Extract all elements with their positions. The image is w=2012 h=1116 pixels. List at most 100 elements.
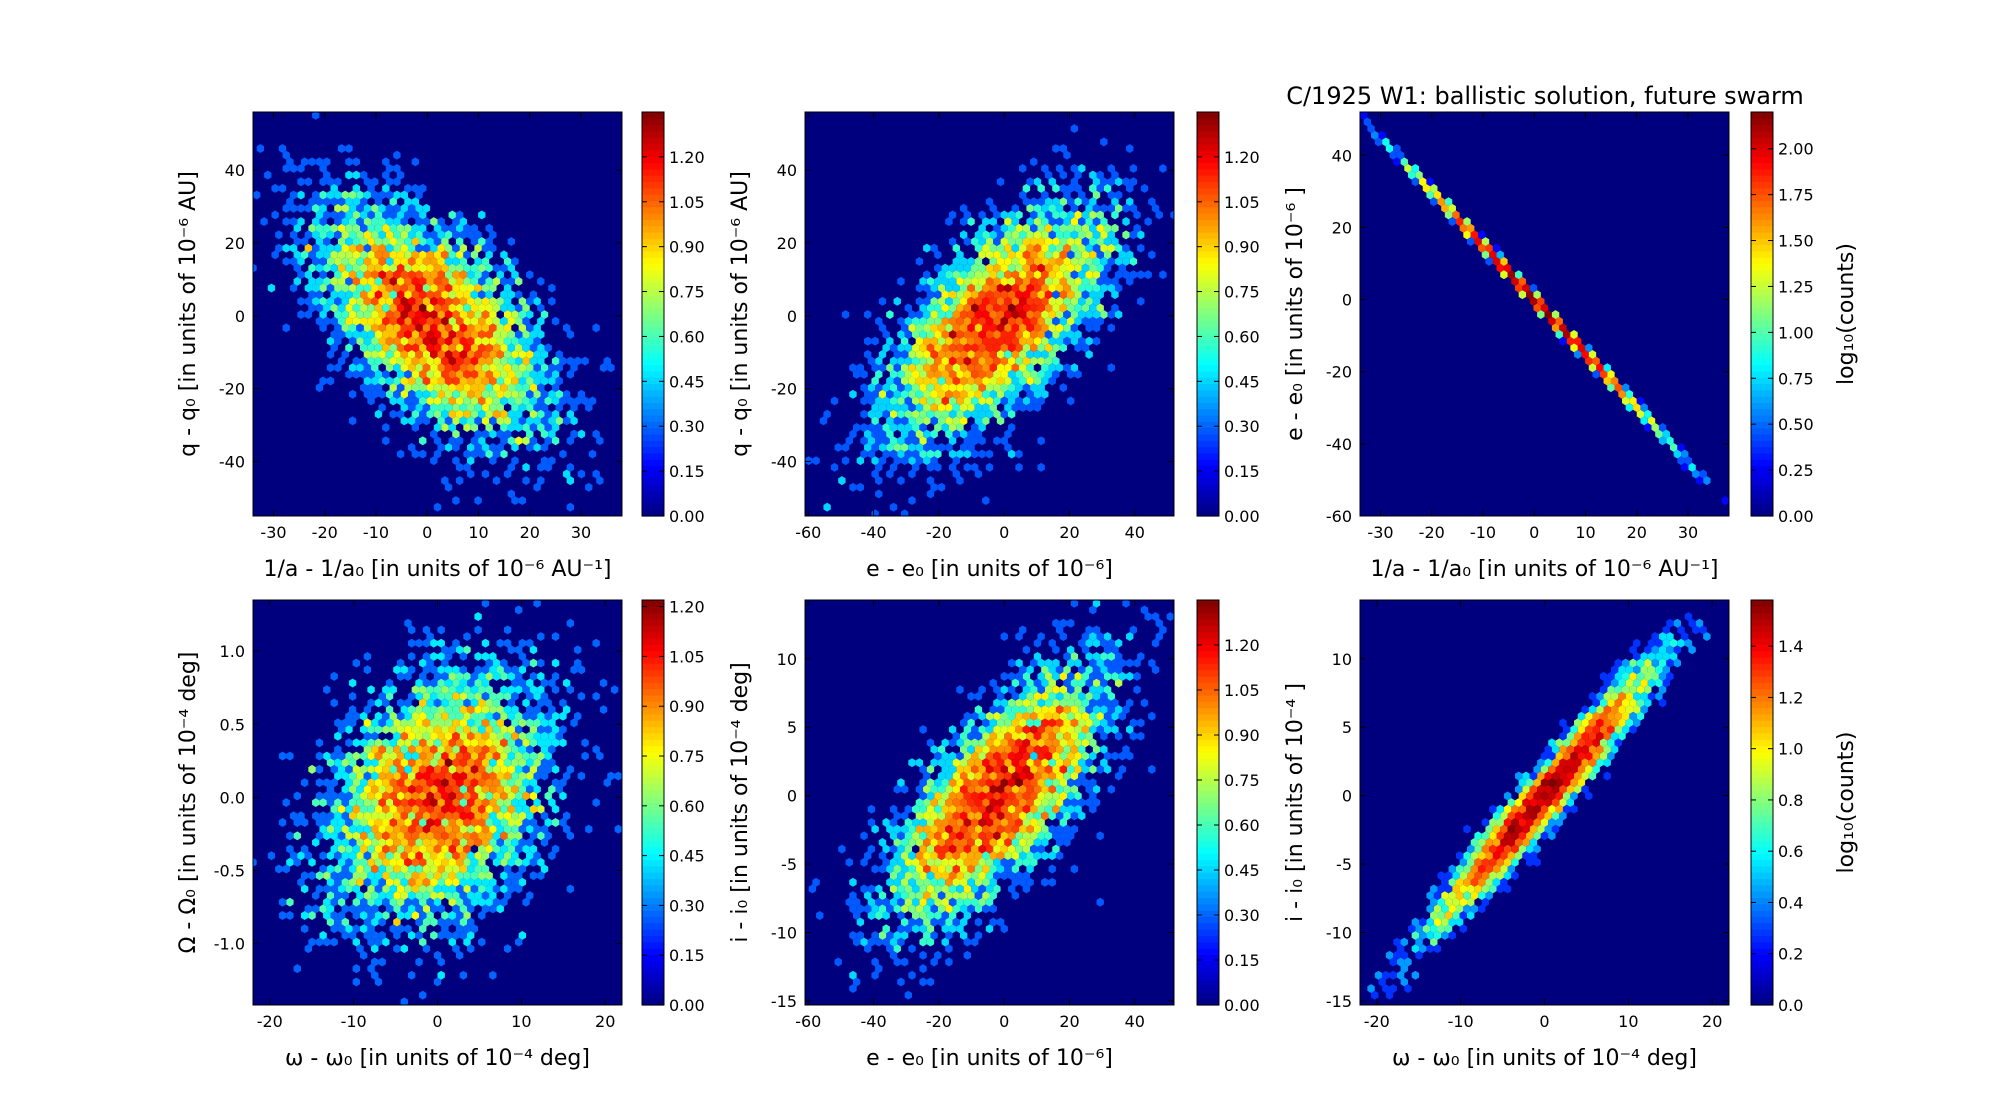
x-tick-label: 40 [1125, 523, 1145, 542]
colorbar-segment [1751, 365, 1773, 372]
y-tick-label: -1.0 [214, 935, 245, 954]
colorbar-segment [642, 358, 664, 365]
y-tick-label: 20 [777, 234, 797, 253]
y-tick-label: 1.0 [220, 642, 245, 661]
colorbar-segment [1751, 390, 1773, 397]
colorbar-segment [642, 491, 664, 498]
colorbar-segment [1197, 491, 1219, 498]
x-tick-label: -10 [363, 523, 389, 542]
colorbar-tick-label: 1.05 [669, 647, 705, 666]
colorbar-segment [642, 459, 664, 466]
colorbar-segment [1751, 144, 1773, 151]
colorbar-tick-label: 0.15 [669, 946, 705, 965]
colorbar-segment [642, 980, 664, 987]
x-tick-label: 20 [520, 523, 540, 542]
colorbar-segment [642, 194, 664, 201]
colorbar-segment [642, 207, 664, 214]
colorbar-segment [642, 910, 664, 917]
x-tick-label: 30 [571, 523, 591, 542]
colorbar-segment [1751, 314, 1773, 321]
colorbar-segment [1197, 409, 1219, 416]
colorbar-tick-label: 0.90 [669, 697, 705, 716]
colorbar-segment [1197, 251, 1219, 258]
y-axis-label: e - e₀ [in units of 10⁻⁶ ] [1283, 187, 1308, 441]
colorbar-segment [1751, 270, 1773, 277]
colorbar-segment [642, 213, 664, 220]
colorbar-segment [1751, 181, 1773, 188]
y-tick-label: 0.0 [220, 788, 245, 807]
colorbar-tick-label: 0.45 [669, 847, 705, 866]
colorbar-segment [1197, 497, 1219, 504]
colorbar-segment [1751, 118, 1773, 125]
colorbar-segment [642, 638, 664, 645]
colorbar-segment [1751, 346, 1773, 353]
colorbar-segment [642, 339, 664, 346]
colorbar-tick-label: 1.20 [669, 598, 705, 617]
colorbar-segment [1751, 219, 1773, 226]
colorbar-segment [1197, 264, 1219, 271]
colorbar-segment [642, 402, 664, 409]
colorbar-segment [642, 289, 664, 296]
colorbar-segment [1751, 112, 1773, 119]
colorbar-segment [642, 257, 664, 264]
colorbar-segment [1751, 415, 1773, 422]
colorbar-segment [642, 472, 664, 479]
colorbar-segment [642, 125, 664, 132]
colorbar-segment [642, 777, 664, 784]
colorbar-segment [642, 625, 664, 632]
colorbar-segment [1197, 478, 1219, 485]
colorbar-segment [642, 682, 664, 689]
colorbar-segment [1197, 365, 1219, 372]
colorbar-segment [1197, 308, 1219, 315]
colorbar-tick-label: 0.15 [669, 462, 705, 481]
colorbar-segment [1197, 169, 1219, 176]
colorbar-segment [1751, 320, 1773, 327]
colorbar-segment [1751, 428, 1773, 435]
colorbar-segment [642, 929, 664, 936]
colorbar-segment [1197, 207, 1219, 214]
colorbar-segment [642, 632, 664, 639]
x-tick-label: 0 [432, 1012, 442, 1031]
colorbar-segment [642, 175, 664, 182]
colorbar-segment [1751, 402, 1773, 409]
x-tick-label: 0 [422, 523, 432, 542]
x-tick-label: -20 [926, 523, 952, 542]
colorbar-segment [1751, 503, 1773, 510]
x-axis-label: 1/a - 1/a₀ [in units of 10⁻⁶ AU⁻¹] [263, 557, 611, 582]
colorbar-segment [642, 497, 664, 504]
colorbar-segment [1751, 371, 1773, 378]
colorbar-segment [642, 866, 664, 873]
x-tick-label: 0 [1529, 523, 1539, 542]
colorbar-segment [642, 828, 664, 835]
colorbar-segment [642, 973, 664, 980]
colorbar-tick-label: 1.75 [1778, 186, 1814, 205]
colorbar-segment [1751, 282, 1773, 289]
y-tick-label: -60 [1326, 507, 1352, 526]
colorbar: 0.000.250.500.751.001.251.501.752.00log₁… [1751, 112, 1859, 526]
colorbar-segment [1751, 226, 1773, 233]
x-tick-label: -30 [1367, 523, 1393, 542]
colorbar-segment [1751, 207, 1773, 214]
colorbar-segment [1751, 238, 1773, 245]
colorbar-segment [642, 478, 664, 485]
colorbar-segment [1197, 339, 1219, 346]
colorbar-segment [1197, 188, 1219, 195]
colorbar-segment [642, 739, 664, 746]
colorbar-segment [1197, 245, 1219, 252]
colorbar-segment [642, 484, 664, 491]
colorbar-segment [1751, 301, 1773, 308]
colorbar-segment [642, 163, 664, 170]
colorbar-tick-label: 0.15 [1224, 462, 1260, 481]
colorbar: 0.000.150.300.450.600.750.901.051.20 [642, 112, 705, 526]
colorbar-segment [1751, 339, 1773, 346]
colorbar-segment [1751, 484, 1773, 491]
colorbar-segment [1751, 421, 1773, 428]
x-tick-label: -20 [312, 523, 338, 542]
colorbar-segment [1197, 257, 1219, 264]
colorbar-segment [1751, 137, 1773, 144]
colorbar-tick-label: 1.05 [669, 193, 705, 212]
colorbar-segment [1751, 232, 1773, 239]
colorbar-segment [1751, 497, 1773, 504]
colorbar-segment [642, 383, 664, 390]
colorbar-segment [1751, 333, 1773, 340]
